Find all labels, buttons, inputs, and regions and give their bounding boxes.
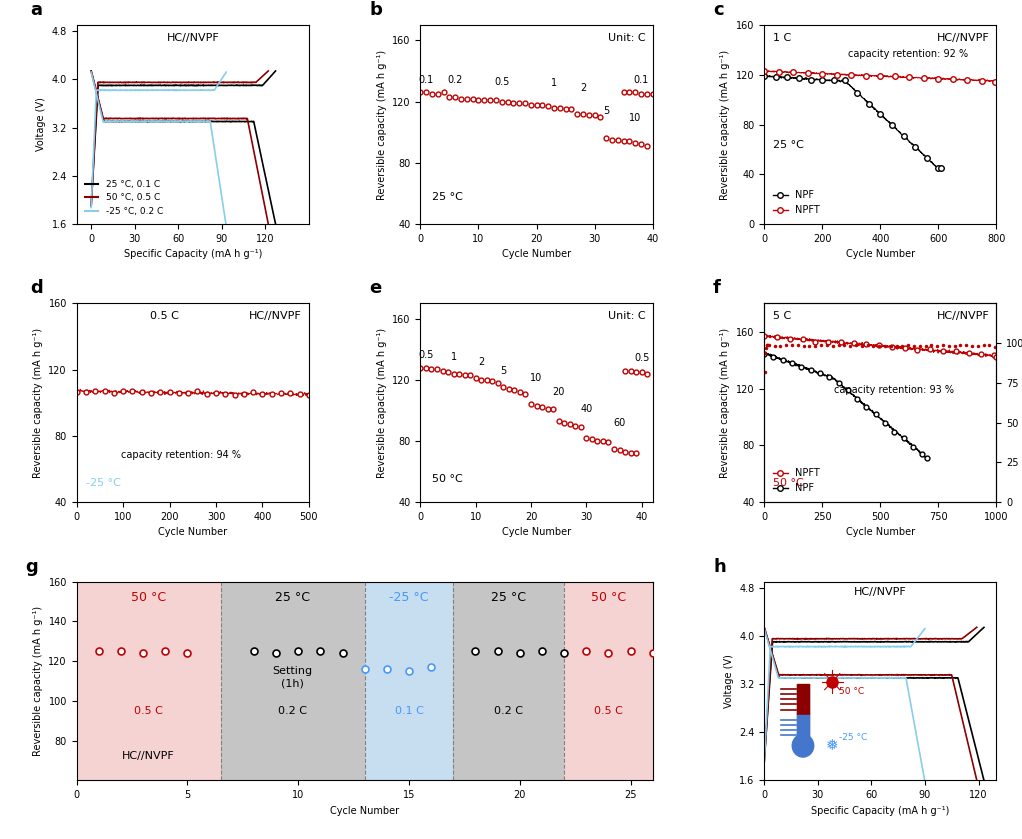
X-axis label: Specific Capacity (mA h g⁻¹): Specific Capacity (mA h g⁻¹) bbox=[811, 805, 949, 816]
Text: 0.2: 0.2 bbox=[448, 76, 463, 86]
Text: 40: 40 bbox=[580, 404, 593, 414]
Text: 0.1: 0.1 bbox=[634, 76, 649, 86]
Text: 0.5: 0.5 bbox=[494, 77, 509, 86]
X-axis label: Cycle Number: Cycle Number bbox=[846, 249, 915, 259]
Text: 5: 5 bbox=[603, 106, 609, 116]
Text: 25 °C: 25 °C bbox=[774, 140, 804, 150]
Text: HC//NVPF: HC//NVPF bbox=[937, 33, 989, 43]
Text: HC//NVPF: HC//NVPF bbox=[854, 587, 907, 597]
Text: -25 °C: -25 °C bbox=[389, 591, 428, 604]
Bar bbox=[221, 581, 365, 780]
Text: 5: 5 bbox=[500, 366, 507, 376]
Text: 10: 10 bbox=[530, 373, 543, 383]
X-axis label: Cycle Number: Cycle Number bbox=[158, 528, 227, 537]
Y-axis label: Voltage (V): Voltage (V) bbox=[724, 654, 734, 708]
Y-axis label: Reversible capacity (mA h g⁻¹): Reversible capacity (mA h g⁻¹) bbox=[721, 328, 731, 477]
Text: e: e bbox=[369, 279, 381, 298]
Text: d: d bbox=[31, 279, 43, 298]
Text: 10: 10 bbox=[630, 113, 642, 123]
Text: h: h bbox=[713, 558, 726, 576]
Bar bbox=[454, 581, 564, 780]
Text: 1 C: 1 C bbox=[774, 33, 792, 43]
Text: 0.5 C: 0.5 C bbox=[134, 706, 164, 716]
Text: Unit: C: Unit: C bbox=[608, 311, 646, 321]
Text: 50 °C: 50 °C bbox=[432, 474, 463, 484]
Text: -25 °C: -25 °C bbox=[86, 478, 121, 488]
Text: b: b bbox=[369, 1, 382, 19]
Text: capacity retention: 92 %: capacity retention: 92 % bbox=[848, 49, 968, 59]
Legend: NPF, NPFT: NPF, NPFT bbox=[769, 186, 824, 219]
Text: Unit: C: Unit: C bbox=[608, 33, 646, 43]
Text: f: f bbox=[713, 279, 721, 298]
Text: HC//NVPF: HC//NVPF bbox=[937, 311, 989, 321]
Text: 0.5 C: 0.5 C bbox=[150, 311, 179, 321]
Text: 1: 1 bbox=[551, 78, 557, 88]
Text: 20: 20 bbox=[553, 387, 565, 397]
X-axis label: Cycle Number: Cycle Number bbox=[330, 805, 400, 816]
Text: 25 °C: 25 °C bbox=[432, 192, 463, 202]
Text: 60: 60 bbox=[613, 418, 625, 428]
Text: 0.1: 0.1 bbox=[419, 76, 434, 86]
Bar bbox=[564, 581, 653, 780]
Text: 0.1 C: 0.1 C bbox=[394, 706, 423, 716]
Text: 25 °C: 25 °C bbox=[275, 591, 310, 604]
Text: 0.2 C: 0.2 C bbox=[495, 706, 523, 716]
Text: 2: 2 bbox=[478, 357, 484, 367]
X-axis label: Cycle Number: Cycle Number bbox=[502, 528, 571, 537]
Text: 2: 2 bbox=[579, 83, 587, 93]
Text: 25 °C: 25 °C bbox=[492, 591, 526, 604]
Y-axis label: Reversible capacity (mA h g⁻¹): Reversible capacity (mA h g⁻¹) bbox=[377, 328, 386, 477]
Bar bbox=[365, 581, 454, 780]
Y-axis label: Reversible capacity (mA h g⁻¹): Reversible capacity (mA h g⁻¹) bbox=[377, 50, 386, 200]
Text: 50 °C: 50 °C bbox=[774, 478, 804, 488]
Text: capacity retention: 94 %: capacity retention: 94 % bbox=[122, 451, 241, 461]
Y-axis label: Reversible capacity (mA h g⁻¹): Reversible capacity (mA h g⁻¹) bbox=[33, 328, 43, 477]
Legend: NPFT, NPF: NPFT, NPF bbox=[769, 465, 824, 498]
Text: 50 °C: 50 °C bbox=[131, 591, 167, 604]
Text: a: a bbox=[31, 1, 42, 19]
Y-axis label: Voltage (V): Voltage (V) bbox=[36, 97, 46, 152]
Text: g: g bbox=[25, 558, 38, 576]
Text: c: c bbox=[713, 1, 724, 19]
Text: HC//NVPF: HC//NVPF bbox=[249, 311, 301, 321]
X-axis label: Specific Capacity (mA h g⁻¹): Specific Capacity (mA h g⁻¹) bbox=[124, 249, 262, 259]
Bar bbox=[77, 581, 221, 780]
Text: capacity retention: 93 %: capacity retention: 93 % bbox=[834, 385, 954, 395]
Text: HC//NVPF: HC//NVPF bbox=[123, 752, 175, 762]
Text: 0.2 C: 0.2 C bbox=[278, 706, 308, 716]
Text: 0.5: 0.5 bbox=[418, 351, 433, 361]
Text: HC//NVPF: HC//NVPF bbox=[167, 33, 219, 43]
Text: 0.5: 0.5 bbox=[634, 353, 649, 363]
Text: 0.5 C: 0.5 C bbox=[594, 706, 622, 716]
Y-axis label: Reversible capacity (mA h g⁻¹): Reversible capacity (mA h g⁻¹) bbox=[721, 50, 731, 200]
Text: Setting
(1h): Setting (1h) bbox=[273, 665, 313, 688]
X-axis label: Cycle Number: Cycle Number bbox=[846, 528, 915, 537]
Legend: 25 °C, 0.1 C, 50 °C, 0.5 C, -25 °C, 0.2 C: 25 °C, 0.1 C, 50 °C, 0.5 C, -25 °C, 0.2 … bbox=[81, 176, 167, 219]
X-axis label: Cycle Number: Cycle Number bbox=[502, 249, 571, 259]
Text: 1: 1 bbox=[451, 352, 457, 362]
Text: 50 °C: 50 °C bbox=[591, 591, 625, 604]
Text: 5 C: 5 C bbox=[774, 311, 792, 321]
Y-axis label: Reversible capacity (mA h g⁻¹): Reversible capacity (mA h g⁻¹) bbox=[33, 606, 43, 756]
